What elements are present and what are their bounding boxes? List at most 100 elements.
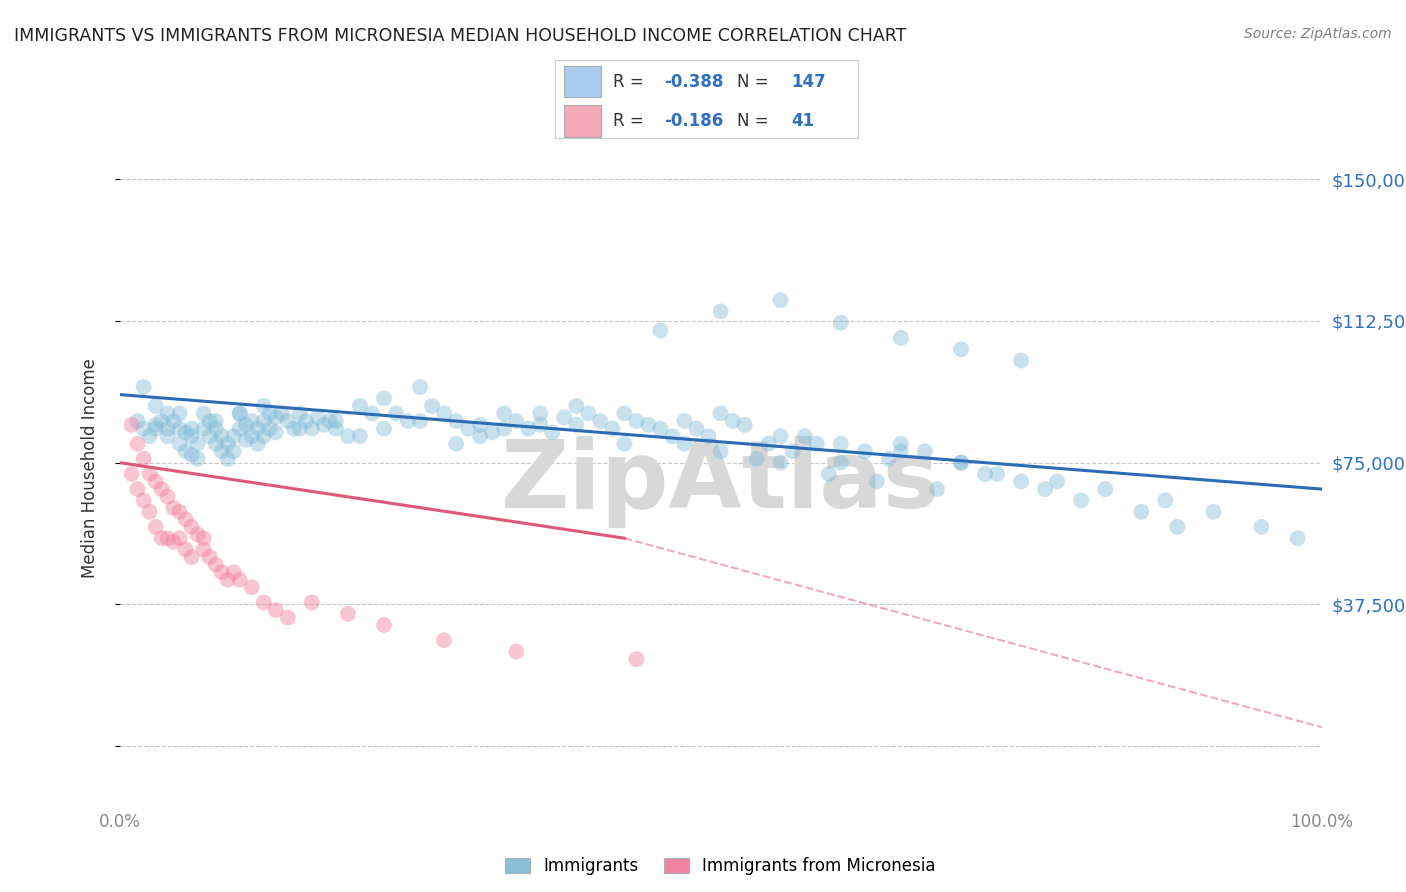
Point (396, 414, 419, 428)
Point (283, 422, 305, 436)
Point (145, 520, 167, 534)
Point (259, 407, 281, 421)
Point (211, 444, 233, 458)
Point (162, 535, 184, 549)
Point (198, 429, 221, 443)
Point (806, 436, 828, 450)
Point (793, 429, 815, 443)
Point (187, 527, 209, 541)
Point (602, 422, 624, 436)
Point (174, 512, 197, 526)
Point (132, 422, 155, 436)
Point (673, 436, 696, 450)
Point (336, 607, 359, 621)
Point (576, 407, 599, 421)
Point (228, 407, 252, 421)
Point (734, 417, 756, 432)
Text: 147: 147 (792, 73, 825, 91)
Point (373, 392, 395, 406)
Point (1166, 520, 1188, 534)
Point (782, 444, 804, 458)
Point (481, 425, 503, 440)
Point (758, 436, 780, 450)
Point (127, 482, 149, 496)
Point (613, 407, 636, 421)
Point (319, 414, 342, 428)
Point (709, 407, 731, 421)
Point (169, 407, 191, 421)
Point (349, 399, 371, 413)
Point (169, 531, 191, 545)
Point (301, 422, 323, 436)
Point (138, 505, 160, 519)
Point (264, 425, 287, 440)
Text: R =: R = (613, 112, 648, 130)
Point (156, 407, 179, 421)
Point (613, 436, 636, 450)
Point (325, 414, 347, 428)
Point (494, 407, 516, 421)
Point (866, 475, 889, 489)
Point (204, 558, 226, 572)
Point (361, 407, 384, 421)
Point (259, 422, 281, 436)
Point (228, 407, 252, 421)
Point (301, 595, 323, 609)
Point (1010, 353, 1032, 368)
Point (187, 451, 209, 466)
Point (589, 414, 612, 428)
Point (127, 414, 149, 428)
Point (246, 436, 269, 450)
Point (650, 422, 672, 436)
Point (180, 429, 202, 443)
Point (264, 410, 287, 425)
Point (150, 482, 173, 496)
Point (336, 429, 359, 443)
Point (925, 482, 948, 496)
Point (169, 422, 191, 436)
Point (198, 550, 221, 565)
Point (295, 414, 318, 428)
FancyBboxPatch shape (564, 105, 600, 136)
Text: 41: 41 (792, 112, 814, 130)
Point (288, 422, 311, 436)
Point (709, 444, 731, 458)
Point (1094, 482, 1116, 496)
Point (830, 456, 852, 470)
Point (505, 645, 527, 659)
Point (198, 414, 221, 428)
Point (325, 422, 347, 436)
Point (529, 417, 551, 432)
Point (373, 618, 395, 632)
Point (204, 436, 226, 450)
Point (162, 414, 184, 428)
Point (505, 414, 527, 428)
Point (145, 399, 167, 413)
Point (217, 573, 239, 587)
Point (270, 407, 292, 421)
Point (1033, 482, 1056, 496)
Point (228, 422, 252, 436)
Text: N =: N = (737, 73, 773, 91)
Point (986, 467, 1008, 481)
Point (217, 451, 239, 466)
Point (565, 417, 588, 432)
Point (433, 633, 456, 648)
Point (169, 505, 191, 519)
Point (162, 500, 184, 515)
Point (890, 444, 912, 458)
Point (769, 293, 792, 307)
Point (288, 407, 311, 421)
Point (769, 429, 792, 443)
Point (204, 414, 226, 428)
Point (127, 436, 149, 450)
Point (217, 436, 239, 450)
Point (468, 417, 492, 432)
Text: R =: R = (613, 73, 648, 91)
Point (529, 407, 551, 421)
Point (433, 407, 456, 421)
Point (1154, 493, 1177, 508)
Point (235, 417, 257, 432)
Point (222, 566, 245, 580)
Point (174, 444, 197, 458)
